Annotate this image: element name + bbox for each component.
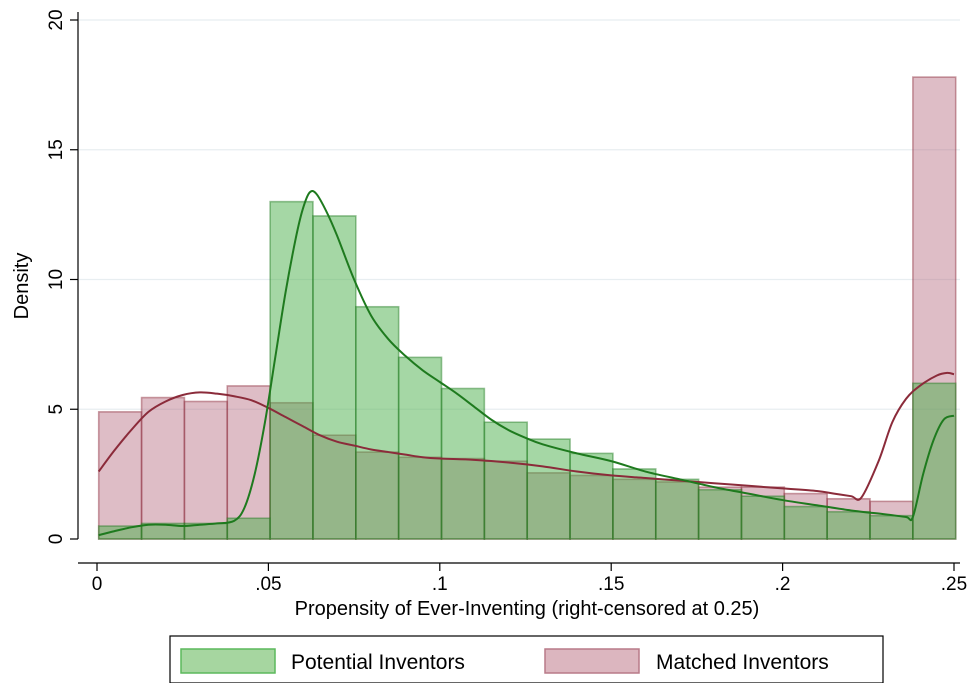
bar-potential-inventors-7 [397, 356, 443, 540]
bar-potential-inventors-6 [355, 305, 400, 540]
bar-potential-inventors-15 [740, 495, 786, 540]
x-axis-ticks: 0 .05 .1 .15 .2 .25 [92, 563, 967, 595]
y-tick-label-3: 15 [46, 139, 67, 160]
density-curves [97, 189, 955, 537]
x-tick-label-0: 0 [92, 574, 103, 595]
bar-matched-inventors-3 [226, 385, 271, 540]
x-tick-label-1: .05 [255, 574, 281, 595]
density-curve-potential-inventors [98, 189, 955, 537]
density-curve-matched-inventors [97, 371, 955, 501]
legend-box [169, 635, 884, 683]
bars-potential-inventors [97, 200, 957, 540]
bar-potential-inventors-9 [483, 421, 529, 540]
legend-label-potential-inventors: Potential Inventors [291, 651, 465, 674]
bar-potential-inventors-18 [869, 514, 914, 540]
bar-matched-inventors-2 [183, 400, 229, 540]
bar-potential-inventors-12 [612, 468, 657, 540]
y-tick-label-1: 5 [46, 404, 67, 415]
legend: Potential Inventors Matched Inventors [169, 635, 884, 683]
y-axis-ticks: 0 5 10 15 20 [46, 9, 78, 544]
legend-swatch-potential-inventors [180, 648, 276, 674]
x-tick-label-2: .1 [432, 574, 448, 595]
bar-potential-inventors-13 [654, 478, 700, 540]
gridlines [79, 19, 960, 410]
y-tick-label-4: 20 [46, 9, 67, 30]
bar-potential-inventors-10 [526, 438, 571, 540]
bar-potential-inventors-4 [269, 200, 314, 540]
y-tick-label-2: 10 [46, 269, 67, 290]
bar-potential-inventors-5 [312, 215, 357, 540]
bar-matched-inventors-0 [97, 411, 143, 540]
bar-matched-inventors-1 [140, 396, 186, 540]
y-tick-label-0: 0 [46, 534, 67, 545]
legend-label-matched-inventors: Matched Inventors [656, 651, 829, 674]
bar-potential-inventors-16 [783, 505, 828, 540]
y-axis-title: Density [11, 253, 33, 320]
bar-potential-inventors-14 [697, 488, 743, 540]
bar-potential-inventors-8 [440, 387, 486, 540]
bar-potential-inventors-11 [569, 452, 614, 540]
bar-potential-inventors-19 [912, 382, 957, 540]
x-tick-label-3: .15 [598, 574, 624, 595]
legend-swatch-matched-inventors [544, 648, 640, 674]
x-tick-label-5: .25 [941, 574, 967, 595]
bar-potential-inventors-17 [826, 510, 871, 540]
x-tick-label-4: .2 [775, 574, 791, 595]
x-axis-title: Propensity of Ever-Inventing (right-cens… [295, 598, 760, 620]
axes [77, 12, 960, 564]
